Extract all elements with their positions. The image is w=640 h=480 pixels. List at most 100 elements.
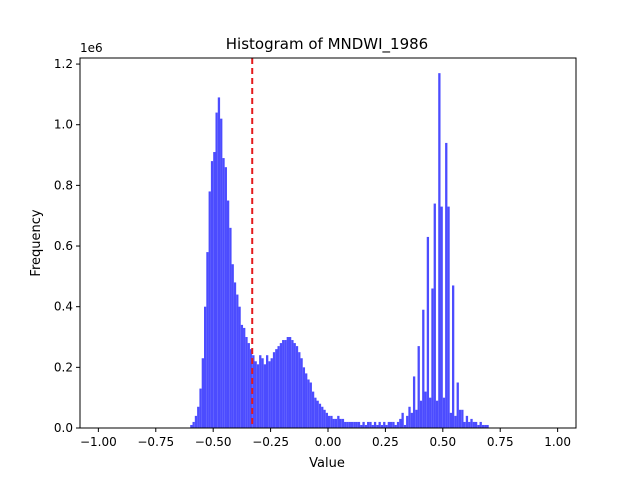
- histogram-bar: [346, 421, 349, 428]
- histogram-bar: [387, 421, 390, 428]
- histogram-bar: [396, 421, 400, 428]
- histogram-bar: [419, 400, 423, 428]
- x-tick-label: 0.00: [315, 435, 342, 449]
- histogram-bar: [259, 355, 262, 428]
- histogram-bar: [463, 421, 466, 428]
- histogram-bar: [484, 424, 487, 428]
- histogram-bar: [481, 424, 485, 428]
- plot-frame: [79, 57, 577, 429]
- histogram-bar: [286, 337, 289, 428]
- histogram-bar: [213, 152, 216, 428]
- histogram-bar: [291, 340, 294, 428]
- histogram-bar: [392, 421, 395, 428]
- histogram-bar: [465, 415, 469, 428]
- histogram-bar: [263, 364, 266, 428]
- histogram-bar: [330, 415, 333, 428]
- x-tick-label: 0.25: [372, 435, 399, 449]
- histogram-bar: [367, 421, 370, 428]
- histogram-bar: [226, 200, 230, 428]
- histogram-bar: [378, 421, 381, 428]
- x-tick-label: 0.75: [487, 435, 514, 449]
- histogram-bar: [190, 424, 193, 428]
- histogram-bar: [314, 397, 317, 428]
- histogram-bar: [298, 352, 301, 428]
- histogram-bar: [295, 346, 299, 428]
- y-tick-label: 0.4: [54, 300, 73, 314]
- histogram-bar: [256, 364, 260, 428]
- histogram-bar: [339, 418, 342, 428]
- histogram-bar: [254, 361, 257, 428]
- histogram-bar: [300, 358, 303, 428]
- histogram-bar: [341, 418, 345, 428]
- histogram-bar: [277, 346, 280, 428]
- histogram-bar: [456, 382, 459, 428]
- histogram-bar: [470, 418, 473, 428]
- histogram-bar: [247, 343, 250, 428]
- histogram-bar: [236, 294, 239, 428]
- histogram-bar: [321, 406, 324, 428]
- histogram-bar: [307, 379, 310, 428]
- x-tick-label: 1.00: [544, 435, 571, 449]
- histogram-bar: [305, 373, 308, 428]
- histogram-bar: [429, 397, 432, 428]
- histogram-bar: [353, 421, 356, 428]
- histogram-bar: [371, 424, 374, 428]
- histogram-bar: [243, 327, 246, 428]
- histogram-bar: [417, 346, 420, 428]
- histogram-bar: [282, 340, 285, 428]
- histogram-bar: [240, 324, 244, 428]
- histogram-bar: [447, 206, 450, 428]
- histogram-bar: [208, 191, 211, 428]
- histogram-bar: [311, 391, 315, 428]
- histogram-bar: [399, 418, 402, 428]
- histogram-bar: [403, 424, 407, 428]
- histogram-bar: [408, 406, 411, 428]
- histogram-bar: [238, 306, 241, 428]
- histogram-bar: [454, 415, 457, 428]
- histogram-bar: [380, 424, 384, 428]
- histogram-bar: [332, 418, 335, 428]
- histogram-bar: [412, 376, 416, 428]
- histogram-bar: [406, 415, 409, 428]
- histogram-bar: [222, 158, 225, 428]
- histogram-bar: [472, 421, 475, 428]
- histogram-bar: [440, 206, 443, 428]
- histogram-bar: [424, 391, 427, 428]
- histogram-bar: [445, 142, 448, 429]
- x-tick-label: −0.25: [252, 435, 289, 449]
- histogram-bar: [233, 282, 237, 428]
- histogram-bar: [394, 424, 397, 428]
- histogram-bar: [284, 340, 287, 428]
- histogram-bar: [376, 424, 379, 428]
- histogram-bar: [199, 388, 202, 428]
- histogram-bar: [272, 352, 276, 428]
- histogram-bar: [350, 421, 354, 428]
- histogram-bar: [220, 118, 223, 428]
- histogram-bar: [355, 421, 358, 428]
- histogram-bar: [468, 421, 471, 428]
- histogram-bar: [357, 421, 361, 428]
- histogram-bar: [316, 400, 319, 428]
- histogram-bar: [302, 367, 306, 428]
- histogram-bar: [461, 409, 464, 428]
- histogram-bar: [348, 421, 351, 428]
- histogram-bar: [268, 361, 271, 428]
- histogram-bar: [279, 343, 283, 428]
- histogram-bar: [360, 424, 363, 428]
- histogram-bar: [325, 412, 328, 428]
- histogram-bar: [442, 397, 446, 428]
- histogram-bar: [334, 418, 338, 428]
- histogram-bar: [293, 343, 296, 428]
- histogram-bar: [323, 409, 326, 428]
- histogram-bar: [410, 412, 413, 428]
- histogram-bar: [201, 358, 204, 428]
- x-tick-label: −1.00: [80, 435, 117, 449]
- histogram-bar: [217, 97, 221, 429]
- y-tick-label: 0.8: [54, 178, 73, 192]
- histogram-bar: [192, 421, 195, 428]
- x-tick-label: 0.50: [429, 435, 456, 449]
- histogram-bar: [401, 412, 404, 428]
- histogram-bar: [486, 424, 489, 428]
- histogram-bar: [369, 421, 372, 428]
